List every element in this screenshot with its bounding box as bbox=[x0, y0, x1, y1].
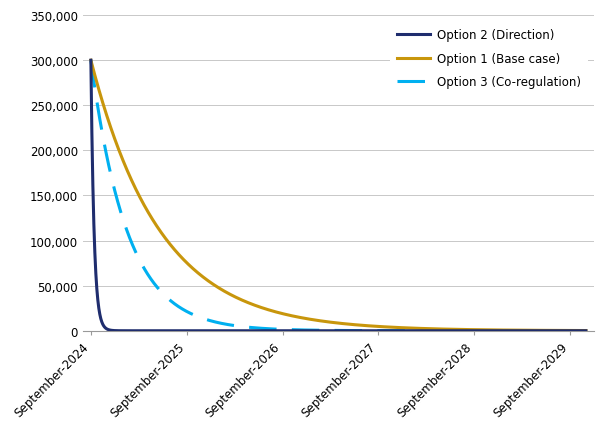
Option 1 (Base case) bbox=[315, 318, 322, 323]
Option 2 (Direction) bbox=[568, 329, 575, 334]
Option 2 (Direction) bbox=[315, 329, 322, 334]
Option 3 (Co-regulation) bbox=[113, 194, 120, 199]
Option 2 (Direction) bbox=[113, 328, 120, 333]
Option 1 (Base case) bbox=[328, 320, 335, 325]
Option 3 (Co-regulation) bbox=[567, 329, 575, 334]
Option 2 (Direction) bbox=[582, 329, 589, 334]
Line: Option 2 (Direction): Option 2 (Direction) bbox=[91, 61, 586, 331]
Option 3 (Co-regulation) bbox=[315, 328, 322, 333]
Line: Option 1 (Base case): Option 1 (Base case) bbox=[91, 61, 586, 331]
Option 3 (Co-regulation) bbox=[582, 329, 589, 334]
Option 2 (Direction) bbox=[328, 329, 335, 334]
Option 1 (Base case) bbox=[567, 328, 575, 333]
Legend: Option 2 (Direction), Option 1 (Base case), Option 3 (Co-regulation): Option 2 (Direction), Option 1 (Base cas… bbox=[390, 22, 588, 96]
Line: Option 3 (Co-regulation): Option 3 (Co-regulation) bbox=[91, 61, 586, 331]
Option 1 (Base case) bbox=[582, 328, 589, 333]
Option 2 (Direction) bbox=[567, 329, 575, 334]
Option 1 (Base case) bbox=[87, 58, 94, 64]
Option 2 (Direction) bbox=[477, 329, 484, 334]
Option 1 (Base case) bbox=[113, 141, 120, 146]
Option 3 (Co-regulation) bbox=[568, 329, 575, 334]
Option 2 (Direction) bbox=[87, 58, 94, 64]
Option 1 (Base case) bbox=[477, 327, 484, 332]
Option 3 (Co-regulation) bbox=[477, 329, 484, 334]
Option 3 (Co-regulation) bbox=[87, 58, 94, 64]
Option 1 (Base case) bbox=[568, 328, 575, 333]
Option 3 (Co-regulation) bbox=[328, 328, 335, 333]
